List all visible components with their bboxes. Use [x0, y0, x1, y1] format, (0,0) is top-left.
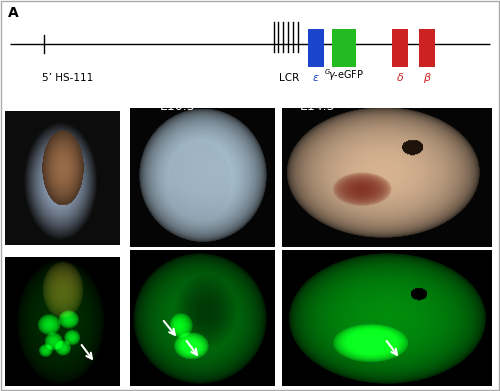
Text: $^G\!\gamma$-eGFP: $^G\!\gamma$-eGFP [324, 67, 364, 83]
Bar [392, 29, 408, 67]
Text: E14.5: E14.5 [300, 100, 336, 113]
Text: β: β [424, 73, 430, 83]
Bar [332, 29, 356, 67]
Text: A: A [8, 6, 18, 20]
Text: E10.5: E10.5 [160, 100, 196, 113]
Text: B: B [18, 100, 28, 114]
Text: E7.5: E7.5 [38, 100, 66, 113]
Bar [308, 29, 324, 67]
Text: LCR: LCR [280, 73, 299, 83]
Text: 5’ HS-111: 5’ HS-111 [42, 73, 93, 83]
Text: δ: δ [396, 73, 404, 83]
Text: ε: ε [312, 73, 318, 83]
Bar [419, 29, 434, 67]
